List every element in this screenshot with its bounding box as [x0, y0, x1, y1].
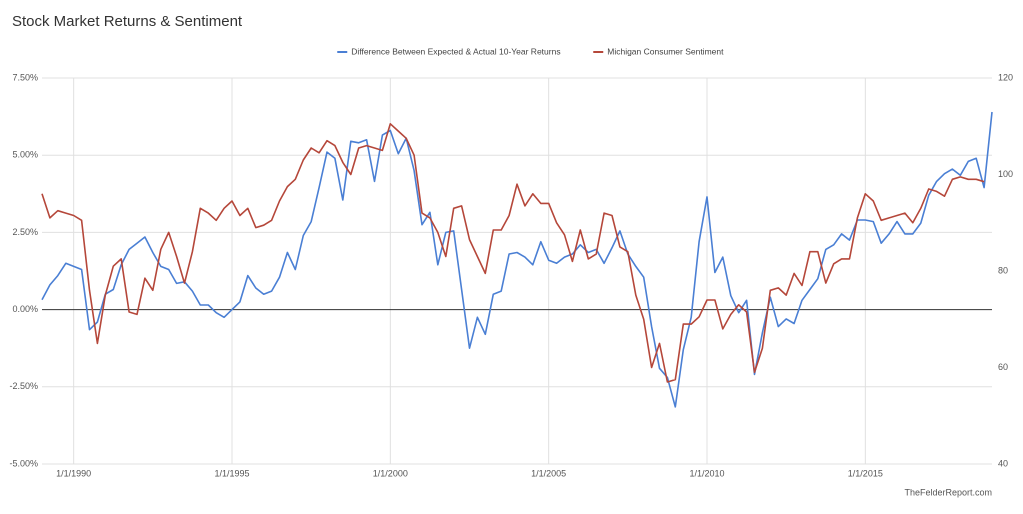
y-tick-label: 0.00%: [12, 304, 38, 314]
x-tick-label: 1/1/2005: [531, 468, 566, 478]
y2-tick-label: 100: [998, 169, 1013, 179]
x-tick-label: 1/1/1995: [214, 468, 249, 478]
y2-tick-label: 40: [998, 458, 1008, 468]
y2-tick-label: 120: [998, 72, 1013, 82]
series-line: [41, 123, 985, 383]
series-line: [41, 111, 993, 408]
x-tick-label: 1/1/2015: [848, 468, 883, 478]
y2-tick-label: 60: [998, 362, 1008, 372]
y-tick-label: 2.50%: [12, 227, 38, 237]
y-tick-label: 5.00%: [12, 150, 38, 160]
x-tick-label: 1/1/1990: [56, 468, 91, 478]
y-tick-label: -2.50%: [9, 381, 38, 391]
legend-label: Michigan Consumer Sentiment: [607, 46, 724, 56]
x-tick-label: 1/1/2010: [689, 468, 724, 478]
y2-tick-label: 80: [998, 265, 1008, 275]
y-tick-label: 7.50%: [12, 72, 38, 82]
x-tick-label: 1/1/2000: [373, 468, 408, 478]
y-tick-label: -5.00%: [9, 458, 38, 468]
source: TheFelderReport.com: [904, 487, 992, 497]
chart-title: Stock Market Returns & Sentiment: [12, 13, 243, 30]
legend-label: Difference Between Expected & Actual 10-…: [351, 46, 560, 56]
